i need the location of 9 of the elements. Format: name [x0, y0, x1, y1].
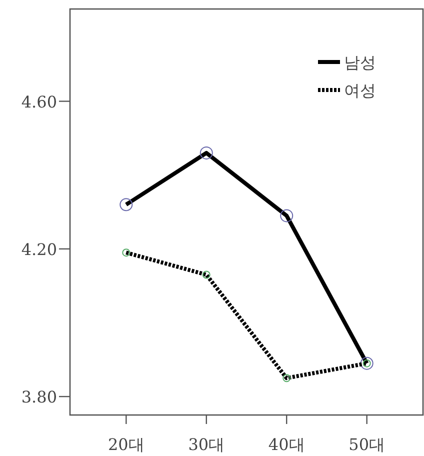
legend-label: 남성 — [344, 53, 376, 72]
legend-label: 여성 — [344, 81, 376, 100]
y-tick-label: 4.20 — [21, 240, 57, 259]
y-tick-label: 3.80 — [21, 388, 57, 407]
y-tick-label: 4.60 — [21, 92, 57, 112]
x-tick-label: 50대 — [348, 435, 386, 454]
x-tick-label: 30대 — [188, 435, 225, 454]
x-tick-label: 20대 — [108, 435, 144, 454]
x-tick-label: 40대 — [268, 435, 305, 454]
